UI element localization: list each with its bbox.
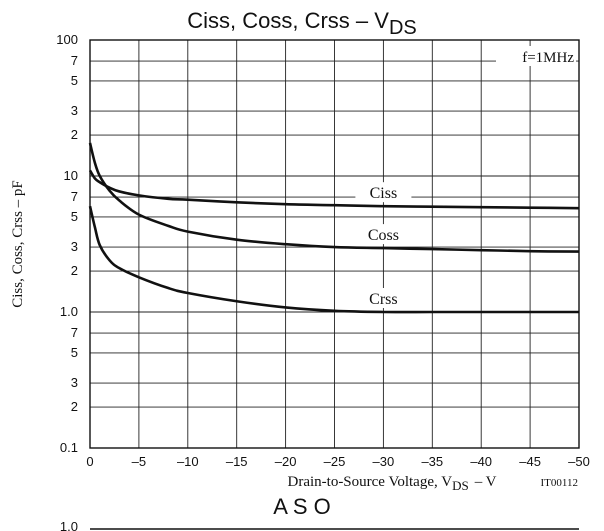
frequency-annotation: f=1MHz	[522, 50, 574, 66]
x-tick-label: –20	[275, 454, 297, 469]
chart-title: Ciss, Coss, Crss – VDS	[187, 8, 417, 39]
x-tick-label: –30	[373, 454, 395, 469]
y-tick-label: 2	[71, 127, 78, 142]
series-label-crss: Crss	[369, 291, 397, 308]
y-tick-label: 0.1	[60, 440, 78, 455]
curve-labels: Ciss Coss Crss	[355, 182, 412, 308]
y-tick-label: 5	[71, 209, 78, 224]
series-label-coss: Coss	[368, 227, 399, 244]
y-tick-label: 5	[71, 345, 78, 360]
y-tick-label: 10	[64, 168, 78, 183]
annotation-bg	[496, 46, 576, 66]
curve-crss	[88, 205, 579, 314]
x-axis-label: Drain-to-Source Voltage, VDS – V	[288, 474, 497, 493]
x-tick-label: –10	[177, 454, 199, 469]
y-tick-label: 7	[71, 189, 78, 204]
tick-labels: 0 –5 –10 –15 –20 –25 –30 –35 –40 –45 –50 0.1 1.0 10 10…	[56, 32, 590, 469]
y-tick-label: 3	[71, 375, 78, 390]
curves	[88, 142, 580, 314]
figure-code: IT00112	[541, 477, 578, 489]
grid	[90, 40, 579, 448]
y-tick-label: 7	[71, 325, 78, 340]
y-tick-label: 2	[71, 263, 78, 278]
curve-coss	[88, 142, 580, 253]
x-tick-label: –50	[568, 454, 590, 469]
y-tick-label: 7	[71, 53, 78, 68]
y-tick-label: 3	[71, 239, 78, 254]
next-chart-top-tick: 1.0	[60, 519, 78, 531]
x-tick-label: –15	[226, 454, 248, 469]
series-label-bg	[355, 288, 412, 308]
y-tick-label: 100	[56, 32, 78, 47]
series-label-bg	[355, 224, 412, 245]
y-tick-label: 1.0	[60, 304, 78, 319]
x-tick-label: –5	[132, 454, 146, 469]
y-tick-label: 2	[71, 399, 78, 414]
next-chart-title: A S O	[273, 494, 330, 519]
series-label-ciss: Ciss	[370, 185, 398, 202]
x-tick-label: –25	[324, 454, 346, 469]
y-tick-label: 5	[71, 73, 78, 88]
x-tick-label: –45	[519, 454, 541, 469]
series-label-bg	[355, 182, 412, 203]
y-tick-label: 3	[71, 103, 78, 118]
plot-frame	[89, 39, 580, 449]
x-tick-label: –40	[470, 454, 492, 469]
y-axis-label: Ciss, Coss, Crss – pF	[10, 180, 26, 308]
x-tick-label: –35	[421, 454, 443, 469]
x-tick-label: 0	[86, 454, 93, 469]
